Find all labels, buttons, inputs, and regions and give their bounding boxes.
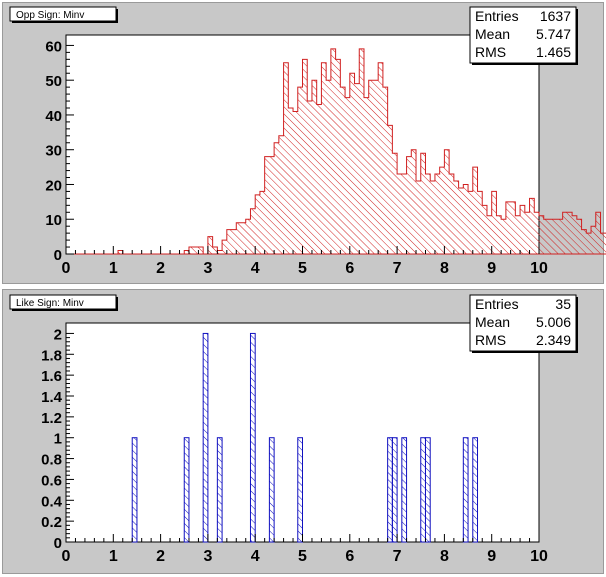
like-y-tick-label: 1 — [54, 431, 62, 448]
like-bar — [391, 437, 398, 543]
like-bar — [216, 437, 223, 543]
like-y-tick-label: 0.8 — [41, 452, 62, 469]
like-bar — [462, 437, 469, 543]
opp-x-tick-label: 2 — [156, 260, 165, 277]
like-x-tick-label: 8 — [440, 548, 449, 565]
like-x-tick-label: 3 — [203, 548, 212, 565]
like-x-tick-label: 10 — [530, 548, 548, 565]
like-x-tick-label: 1 — [109, 548, 118, 565]
opp-y-tick-label: 30 — [45, 143, 62, 160]
opp-y-tick-label: 20 — [45, 177, 62, 194]
like-bar — [420, 437, 426, 543]
opp-x-tick-label: 9 — [487, 260, 496, 277]
like-bar — [268, 437, 275, 543]
like-entries-label: Entries — [475, 296, 519, 312]
opp-mean-label: Mean — [475, 26, 510, 42]
like-x-tick-label: 4 — [251, 548, 260, 565]
like-bar — [387, 437, 393, 543]
like-mean-value: 5.006 — [536, 314, 571, 330]
like-bar — [424, 437, 431, 543]
like-x-tick-label: 6 — [345, 548, 354, 565]
like-y-tick-label: 2 — [54, 326, 62, 343]
opp-stats-box — [469, 6, 577, 64]
like-y-tick-label: 0 — [54, 535, 62, 552]
opp-x-tick-label: 0 — [62, 260, 71, 277]
like-histogram — [131, 332, 479, 543]
opp-y-tick-label: 40 — [45, 108, 62, 125]
opp-mean-value: 5.747 — [536, 26, 571, 42]
like-x-tick-label: 2 — [156, 548, 165, 565]
like-bar — [202, 332, 209, 543]
like-bar — [472, 437, 479, 543]
opp-x-tick-label: 1 — [109, 260, 118, 277]
opp-sign-panel: 0 1 2 3 4 5 6 7 8 9 10 0 10 20 30 40 50 60 Opp Sign: Minv… — [9, 6, 606, 277]
like-rms-value: 2.349 — [536, 332, 571, 348]
opp-axes: 0 1 2 3 4 5 6 7 8 9 10 0 10 20 30 40 50 60 — [45, 38, 548, 277]
like-y-tick-label: 0.4 — [41, 493, 63, 510]
opp-x-tick-label: 3 — [203, 260, 212, 277]
like-x-tick-label: 7 — [393, 548, 402, 565]
like-x-tick-label: 9 — [487, 548, 496, 565]
opp-x-tick-label: 4 — [251, 260, 260, 277]
opp-y-tick-label: 60 — [45, 38, 62, 55]
opp-x-tick-label: 6 — [345, 260, 354, 277]
like-title-box — [9, 294, 117, 310]
like-bar — [249, 332, 256, 543]
like-x-tick-label: 0 — [62, 548, 71, 565]
opp-x-tick-label: 8 — [440, 260, 449, 277]
opp-y-tick-label: 50 — [45, 73, 62, 90]
opp-y-tick-label: 0 — [54, 247, 62, 264]
opp-entries-value: 1637 — [540, 8, 571, 24]
opp-x-tick-label: 7 — [393, 260, 402, 277]
like-y-tick-label: 1.6 — [41, 368, 62, 385]
opp-rms-value: 1.465 — [536, 44, 571, 60]
like-title: Like Sign: Minv — [16, 298, 84, 309]
opp-title-box — [9, 6, 117, 22]
like-y-tick-label: 0.2 — [41, 514, 62, 531]
opp-x-tick-label: 5 — [298, 260, 307, 277]
like-y-tick-label: 0.6 — [41, 472, 62, 489]
like-stats-box — [469, 294, 577, 352]
opp-x-tick-label: 10 — [530, 260, 548, 277]
like-y-tick-label: 1.4 — [41, 389, 63, 406]
opp-histogram-outline — [66, 48, 606, 255]
opp-rms-label: RMS — [475, 44, 506, 60]
like-entries-value: 35 — [555, 296, 571, 312]
like-y-tick-label: 1.2 — [41, 410, 62, 427]
like-mean-label: Mean — [475, 314, 510, 330]
opp-entries-label: Entries — [475, 8, 519, 24]
like-x-tick-label: 5 — [298, 548, 307, 565]
like-bar — [131, 437, 138, 543]
opp-histogram — [66, 48, 606, 255]
like-y-tick-label: 1.8 — [41, 347, 62, 364]
like-rms-label: RMS — [475, 332, 506, 348]
like-bar — [297, 437, 303, 543]
like-bar — [183, 437, 190, 543]
opp-y-tick-label: 10 — [45, 212, 62, 229]
like-sign-panel: 0 1 2 3 4 5 6 7 8 9 1000.20.40.60.811.21.41.61.82 … — [9, 294, 578, 565]
like-bar — [401, 437, 408, 543]
opp-title: Opp Sign: Minv — [16, 10, 84, 21]
